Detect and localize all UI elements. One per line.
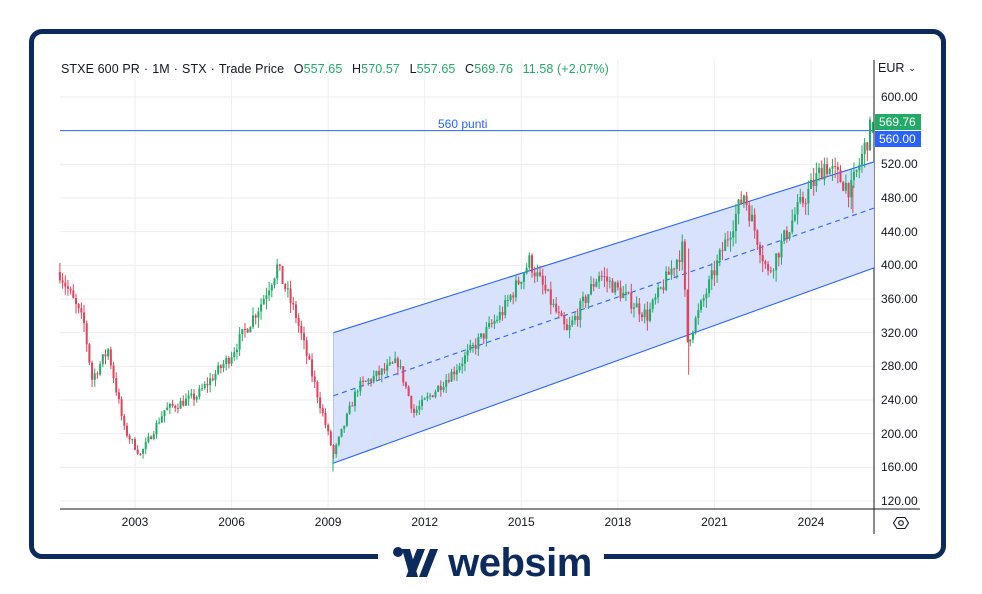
price-tick: 360.00 — [881, 292, 918, 306]
time-tick: 2006 — [218, 515, 245, 529]
regression-channel[interactable] — [333, 161, 875, 464]
price-tick: 160.00 — [881, 460, 918, 475]
high-key: H — [352, 62, 362, 76]
change-value: 11.58 (+2.07%) — [522, 62, 609, 76]
price-tick: 320.00 — [881, 325, 918, 340]
symbol-name[interactable]: STXE 600 PR — [61, 62, 140, 76]
open-key: O — [293, 62, 304, 76]
exchange: STX — [182, 62, 207, 76]
time-tick: 2015 — [507, 515, 535, 529]
candles — [58, 116, 874, 472]
high-value: 570.57 — [361, 62, 400, 76]
time-tick: 2024 — [797, 515, 825, 529]
currency-selector[interactable]: EUR ⌄ — [878, 61, 916, 75]
price-tick: 280.00 — [881, 359, 918, 374]
price-tick: 120.00 — [881, 494, 918, 508]
last-price-tag: 569.76 — [875, 114, 921, 130]
currency-label: EUR — [878, 61, 905, 75]
price-tick: 480.00 — [881, 191, 918, 205]
low-value: 557.65 — [416, 62, 456, 76]
time-tick: 2009 — [314, 515, 342, 529]
price-tick: 200.00 — [881, 426, 918, 441]
symbol-header: STXE 600 PR · 1M · STX · Trade Price O557.65 H… — [61, 62, 609, 76]
price-tick: 600.00 — [881, 90, 918, 104]
time-tick: 2021 — [701, 515, 728, 529]
low-key: L — [409, 62, 417, 76]
open-value: 557.65 — [303, 62, 343, 76]
time-tick: 2018 — [604, 515, 632, 529]
time-tick: 2003 — [121, 515, 149, 529]
price-type: Trade Price — [218, 62, 285, 76]
settings-icon[interactable] — [892, 515, 910, 531]
brand-name: websim — [448, 541, 592, 585]
level-price-tag: 560.00 — [875, 131, 921, 147]
websim-logo: websim — [378, 540, 604, 586]
interval[interactable]: 1M — [152, 62, 170, 76]
price-tick: 240.00 — [881, 393, 918, 407]
close-key: C — [465, 62, 475, 76]
price-tick: 520.00 — [881, 157, 918, 172]
price-tick: 440.00 — [881, 224, 918, 239]
websim-mark-icon — [393, 547, 439, 577]
horizontal-line-label[interactable]: 560 punti — [438, 117, 488, 131]
time-tick: 2012 — [411, 515, 439, 529]
price-tick: 400.00 — [881, 258, 918, 273]
close-value: 569.76 — [474, 62, 514, 76]
chevron-down-icon: ⌄ — [908, 62, 916, 73]
